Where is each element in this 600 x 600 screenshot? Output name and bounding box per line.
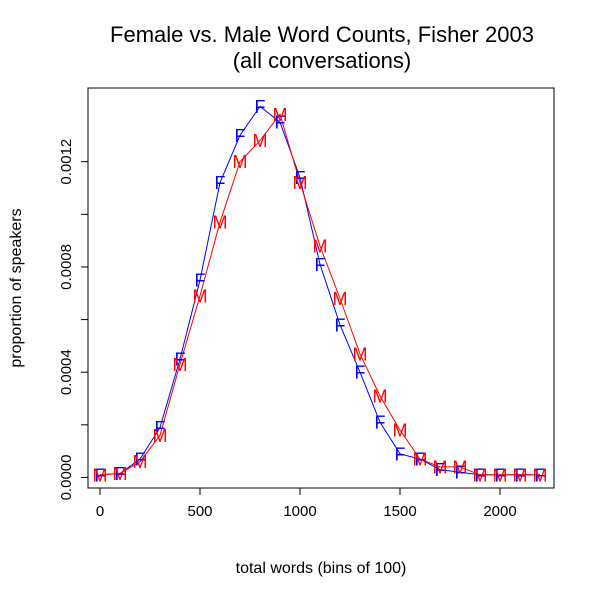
point-marker-m: M — [533, 465, 548, 485]
point-marker-f: F — [315, 255, 326, 275]
point-marker-m: M — [213, 213, 228, 233]
point-marker-f: F — [275, 113, 286, 133]
point-marker-f: F — [435, 460, 446, 480]
point-marker-f: F — [115, 464, 126, 484]
point-marker-m: M — [453, 457, 468, 477]
point-marker-m: M — [153, 426, 168, 446]
point-marker-m: M — [353, 344, 368, 364]
point-marker-m: M — [233, 152, 248, 172]
point-marker-m: M — [373, 386, 388, 406]
point-marker-f: F — [175, 350, 186, 370]
point-marker-m: M — [253, 131, 268, 151]
point-marker-f: F — [495, 465, 506, 485]
series-line-m — [99, 113, 540, 476]
y-tick-label: 0.0012 — [58, 139, 75, 185]
point-marker-m: M — [473, 465, 488, 485]
point-marker-f: F — [235, 126, 246, 146]
point-marker-f: F — [355, 363, 366, 383]
point-marker-f: F — [295, 168, 306, 188]
y-axis-label: proportion of speakers — [8, 208, 25, 367]
point-marker-m: M — [333, 289, 348, 309]
chart-title: Female vs. Male Word Counts, Fisher 2003 — [110, 22, 534, 47]
point-marker-m: M — [433, 457, 448, 477]
x-tick-label: 500 — [187, 503, 212, 520]
point-marker-f: F — [395, 444, 406, 464]
point-marker-m: M — [193, 286, 208, 306]
point-marker-m: M — [93, 465, 108, 485]
point-marker-m: M — [413, 450, 428, 470]
point-marker-f: F — [415, 450, 426, 470]
point-marker-f: F — [535, 465, 546, 485]
x-tick-label: 2000 — [483, 503, 516, 520]
point-marker-m: M — [313, 236, 328, 256]
y-tick-label: 0.0004 — [58, 349, 75, 395]
point-marker-f: F — [335, 315, 346, 335]
point-marker-m: M — [273, 105, 288, 125]
point-marker-m: M — [133, 452, 148, 472]
point-marker-f: F — [255, 97, 266, 117]
chart-subtitle: (all conversations) — [233, 48, 412, 73]
point-marker-m: M — [293, 173, 308, 193]
point-marker-m: M — [493, 465, 508, 485]
point-marker-f: F — [215, 173, 226, 193]
point-marker-f: F — [515, 465, 526, 485]
point-marker-m: M — [173, 355, 188, 375]
series-line-f — [99, 105, 540, 476]
point-marker-f: F — [155, 418, 166, 438]
point-marker-f: F — [195, 271, 206, 291]
point-marker-f: F — [475, 465, 486, 485]
point-marker-m: M — [113, 464, 128, 484]
y-tick-label: 0.0008 — [58, 244, 75, 290]
point-marker-f: F — [135, 450, 146, 470]
point-marker-m: M — [513, 465, 528, 485]
point-marker-f: F — [95, 465, 106, 485]
y-tick-label: 0.0000 — [58, 455, 75, 501]
x-tick-label: 1000 — [283, 503, 316, 520]
point-marker-f: F — [375, 413, 386, 433]
point-marker-m: M — [393, 421, 408, 441]
x-axis-label: total words (bins of 100) — [236, 560, 407, 577]
point-marker-f: F — [455, 463, 466, 483]
x-tick-label: 0 — [96, 503, 104, 520]
x-tick-label: 1500 — [383, 503, 416, 520]
y-axis: 0.0000 0.0004 0.0008 0.0012 — [58, 139, 89, 501]
x-axis: 0 500 1000 1500 2000 — [96, 487, 517, 520]
